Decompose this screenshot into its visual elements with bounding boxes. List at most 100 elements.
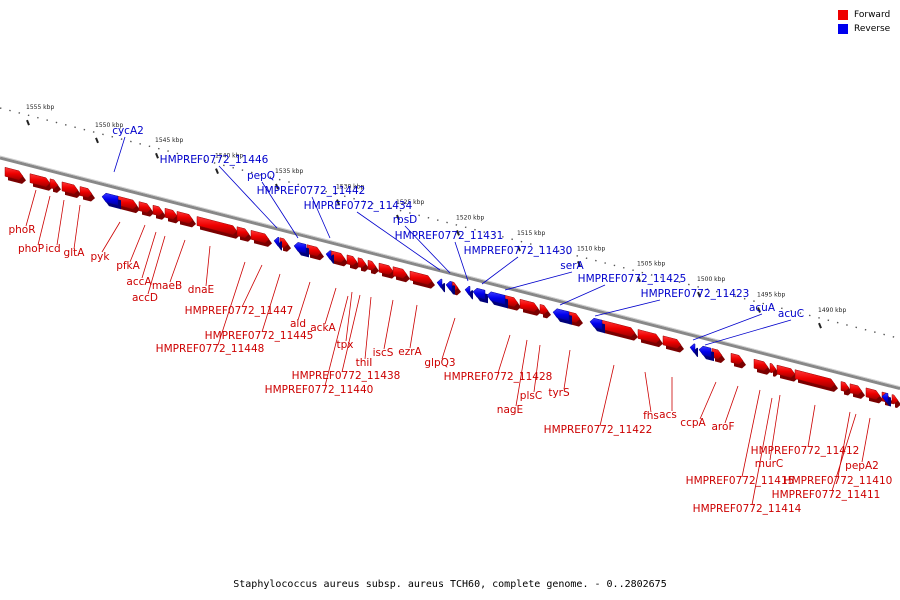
forward-gene-label[interactable]: iscS xyxy=(373,347,394,359)
forward-gene-label[interactable]: maeB xyxy=(152,280,182,292)
forward-gene-label[interactable]: icd xyxy=(45,243,60,255)
reverse-gene-label[interactable]: acuC xyxy=(778,308,804,320)
forward-gene-label[interactable]: HMPREF0772_11410 xyxy=(784,475,893,487)
reverse-gene[interactable] xyxy=(436,278,443,289)
forward-gene[interactable] xyxy=(753,358,769,372)
forward-gene-label[interactable]: ackA xyxy=(310,322,336,334)
forward-gene[interactable] xyxy=(29,173,51,188)
reverse-gene-label[interactable]: HMPREF0772_11434 xyxy=(304,200,413,212)
forward-gene[interactable] xyxy=(306,244,322,257)
reverse-gene-label[interactable]: serA xyxy=(560,260,584,272)
forward-gene[interactable] xyxy=(840,381,850,392)
forward-gene[interactable] xyxy=(637,329,661,344)
reverse-gene[interactable] xyxy=(464,285,471,296)
forward-gene[interactable] xyxy=(250,229,270,244)
forward-gene-label[interactable]: nagE xyxy=(497,404,523,416)
forward-gene-label[interactable]: pyk xyxy=(91,251,111,263)
forward-gene[interactable] xyxy=(152,204,164,217)
reverse-gene-label[interactable]: cycA2 xyxy=(112,125,144,137)
reverse-gene-label[interactable]: HMPREF0772_11442 xyxy=(257,185,366,197)
forward-gene-label[interactable]: ccpA xyxy=(680,417,706,429)
forward-gene[interactable] xyxy=(4,166,24,181)
ruler-major-tick xyxy=(396,214,400,221)
forward-gene-label[interactable]: thiI xyxy=(356,357,373,369)
forward-gene[interactable] xyxy=(176,211,194,224)
forward-gene[interactable] xyxy=(662,335,682,349)
forward-gene[interactable] xyxy=(794,369,836,389)
ruler-major-tick xyxy=(818,322,822,329)
reverse-gene[interactable] xyxy=(472,287,486,300)
reverse-gene-label[interactable]: acuA xyxy=(749,302,776,314)
forward-gene[interactable] xyxy=(891,394,899,405)
reverse-gene[interactable] xyxy=(101,192,119,206)
forward-gene[interactable] xyxy=(346,254,358,266)
forward-gene-label[interactable]: HMPREF0772_11422 xyxy=(544,424,653,436)
forward-gene-label[interactable]: HMPREF0772_11428 xyxy=(444,371,553,383)
forward-gene-label[interactable]: fhs xyxy=(643,410,659,422)
reverse-gene-label[interactable]: HMPREF0772_11431 xyxy=(395,230,504,242)
forward-gene-label[interactable]: HMPREF0772_11447 xyxy=(185,305,294,317)
forward-gene-label[interactable]: dnaE xyxy=(188,284,214,296)
forward-gene[interactable] xyxy=(849,383,863,396)
reverse-gene-label[interactable]: HMPREF0772_11425 xyxy=(578,273,687,285)
reverse-gene[interactable] xyxy=(698,345,712,358)
forward-gene-label[interactable]: accD xyxy=(132,292,158,304)
forward-gene-label[interactable]: plsC xyxy=(520,390,542,402)
forward-gene-label[interactable]: HMPREF0772_11440 xyxy=(265,384,374,396)
reverse-gene-label[interactable]: rpsD xyxy=(393,214,418,226)
legend-forward: Forward xyxy=(838,8,890,22)
reverse-gene[interactable] xyxy=(589,317,603,330)
reverse-gene[interactable] xyxy=(689,343,696,354)
forward-gene-label[interactable]: acs xyxy=(659,409,677,421)
forward-gene-label[interactable]: HMPREF0772_11411 xyxy=(772,489,881,501)
forward-gene-label[interactable]: HMPREF0772_11445 xyxy=(205,330,314,342)
reverse-gene[interactable] xyxy=(273,236,280,247)
forward-gene-label[interactable]: tpx xyxy=(337,339,354,351)
reverse-gene-label[interactable]: pepQ xyxy=(247,170,275,182)
forward-gene[interactable] xyxy=(196,216,238,235)
forward-gene[interactable] xyxy=(79,186,93,198)
forward-gene[interactable] xyxy=(164,207,178,220)
forward-gene[interactable] xyxy=(392,266,408,279)
forward-gene[interactable] xyxy=(730,352,744,365)
forward-gene-label[interactable]: murC xyxy=(755,458,784,470)
reverse-gene[interactable] xyxy=(552,308,570,322)
reverse-gene[interactable] xyxy=(293,242,307,254)
reverse-gene-label[interactable]: HMPREF0772_11423 xyxy=(641,288,750,300)
forward-gene-label[interactable]: HMPREF0772_11412 xyxy=(751,445,860,457)
forward-gene[interactable] xyxy=(865,387,881,400)
forward-gene-label[interactable]: glpQ3 xyxy=(424,357,455,369)
forward-gene-label[interactable]: pfkA xyxy=(116,260,140,272)
forward-gene[interactable] xyxy=(367,259,377,271)
forward-gene[interactable] xyxy=(378,262,394,275)
reverse-gene-label[interactable]: HMPREF0772_11430 xyxy=(464,245,573,257)
forward-gene[interactable] xyxy=(539,304,549,315)
forward-gene-label[interactable]: aroF xyxy=(712,421,735,433)
forward-gene[interactable] xyxy=(236,226,250,239)
forward-gene-label[interactable]: HMPREF0772_11414 xyxy=(693,503,802,515)
forward-gene-label[interactable]: ezrA xyxy=(398,346,422,358)
forward-gene-label[interactable]: HMPREF0772_11415 xyxy=(686,475,795,487)
forward-gene-label[interactable]: phoR xyxy=(8,224,35,236)
forward-gene[interactable] xyxy=(519,298,539,313)
forward-gene[interactable] xyxy=(409,270,433,285)
forward-gene-label[interactable]: HMPREF0772_11438 xyxy=(292,370,401,382)
reverse-gene[interactable] xyxy=(445,281,453,292)
forward-gene[interactable] xyxy=(61,181,79,195)
forward-gene-label[interactable]: gltA xyxy=(64,247,86,259)
forward-gene[interactable] xyxy=(357,257,367,269)
forward-gene-label[interactable]: pepA2 xyxy=(845,460,879,472)
reverse-gene[interactable] xyxy=(325,250,332,261)
reverse-gene[interactable] xyxy=(486,291,506,305)
forward-gene-label[interactable]: ald xyxy=(290,318,306,330)
forward-gene-label[interactable]: HMPREF0772_11448 xyxy=(156,343,265,355)
forward-gene[interactable] xyxy=(776,364,796,378)
reverse-gene-label[interactable]: HMPREF0772_11446 xyxy=(160,154,269,166)
forward-gene-label[interactable]: accA xyxy=(126,276,152,288)
reverse-gene[interactable] xyxy=(881,392,889,403)
forward-gene[interactable] xyxy=(138,201,152,213)
forward-gene[interactable] xyxy=(769,362,777,374)
forward-gene-label[interactable]: tyrS xyxy=(548,387,570,399)
forward-gene-label[interactable]: phoP xyxy=(18,243,44,255)
forward-gene[interactable] xyxy=(49,178,59,190)
